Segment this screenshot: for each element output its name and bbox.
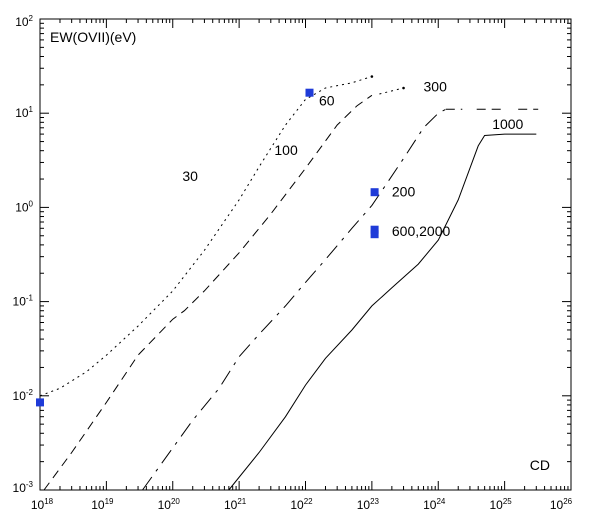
curve-label: 100 xyxy=(274,142,298,158)
curve-label: 300 xyxy=(424,79,448,95)
curve-label: 1000 xyxy=(492,116,523,132)
x-tick-label: 1026 xyxy=(550,497,573,512)
data-marker xyxy=(370,225,379,234)
x-tick-label: 1018 xyxy=(31,497,54,512)
series-line-30 xyxy=(39,76,373,397)
y-tick-label: 10-1 xyxy=(13,294,34,309)
y-tick-label: 100 xyxy=(15,199,33,214)
x-tick-label: 1023 xyxy=(357,497,380,512)
data-marker xyxy=(370,188,379,197)
data-markers xyxy=(36,88,379,407)
x-tick-label: 1021 xyxy=(224,497,247,512)
y-tick-label: 10-2 xyxy=(13,388,34,403)
curve-labels: 30 60 100 200 300 600,2000 1000 xyxy=(182,79,523,239)
end-dot xyxy=(402,86,405,90)
series-line-1000 xyxy=(228,133,537,491)
curve-label: 60 xyxy=(319,93,335,109)
series-segment xyxy=(379,87,404,95)
y-tick-label: 102 xyxy=(15,14,33,29)
series-lines xyxy=(39,75,539,491)
x-tick-label: 1025 xyxy=(489,497,512,512)
y-tick-label: 10-3 xyxy=(13,480,34,495)
series-line-300 xyxy=(142,108,447,491)
curve-label: 600,2000 xyxy=(392,223,451,239)
x-tick-label: 1019 xyxy=(91,497,114,512)
data-marker xyxy=(370,230,379,239)
y-axis-title: EW(OVII)(eV) xyxy=(50,29,136,45)
x-tick-label: 1022 xyxy=(290,497,313,512)
axis-ticks: 1018 1019 1020 1021 1022 1023 1024 1025 1026 10-3… xyxy=(13,14,573,512)
x-tick-label: 1020 xyxy=(158,497,181,512)
curve-label: 200 xyxy=(392,184,416,200)
data-marker xyxy=(305,88,314,97)
curve-label: 30 xyxy=(182,168,198,184)
x-tick-label: 1024 xyxy=(423,497,446,512)
series-line-100 xyxy=(43,94,373,491)
x-axis-title: CD xyxy=(530,457,550,473)
y-tick-label: 101 xyxy=(15,105,33,120)
data-marker xyxy=(36,398,44,407)
end-dot xyxy=(370,75,374,78)
